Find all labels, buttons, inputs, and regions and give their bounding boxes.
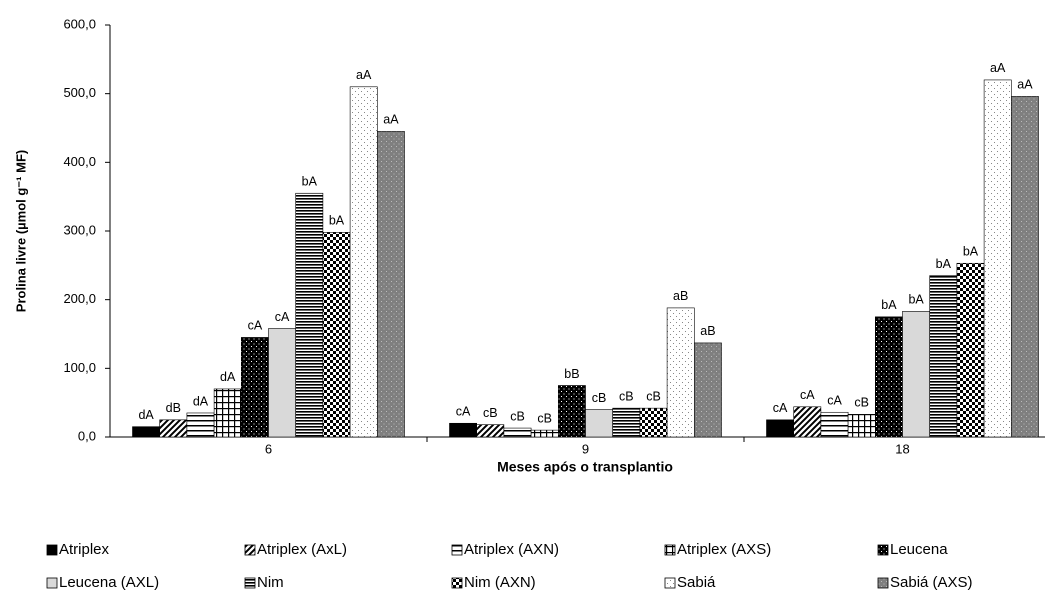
bar-letter: bA bbox=[329, 214, 345, 228]
x-axis-title: Meses após o transplantio bbox=[497, 459, 673, 475]
bar bbox=[557, 385, 586, 438]
legend-swatch bbox=[451, 544, 463, 556]
y-tick-label: 200,0 bbox=[63, 291, 96, 306]
x-tick-label: 18 bbox=[895, 441, 909, 456]
legend-swatch bbox=[244, 577, 256, 589]
bar bbox=[349, 86, 378, 438]
legend-swatch bbox=[46, 577, 58, 589]
bar-letter: aA bbox=[383, 113, 399, 127]
y-axis-title: Prolina livre (µmol g⁻¹ MF) bbox=[13, 150, 28, 312]
legend-swatch bbox=[877, 577, 889, 589]
legend-label: Nim bbox=[257, 574, 284, 591]
bar-letter: cA bbox=[773, 401, 788, 415]
bar-letter: dA bbox=[220, 370, 236, 384]
bar bbox=[1010, 96, 1039, 438]
bar-letter: cA bbox=[248, 319, 263, 333]
bar-letter: bA bbox=[302, 175, 318, 189]
bar bbox=[132, 426, 161, 438]
bar-letter: dA bbox=[193, 394, 209, 408]
legend-swatch bbox=[451, 577, 463, 589]
x-tick-label: 6 bbox=[265, 441, 272, 456]
bar bbox=[476, 424, 505, 438]
bar-letter: cB bbox=[537, 411, 552, 425]
legend-label: Atriplex (AxL) bbox=[257, 541, 347, 558]
y-tick-label: 600,0 bbox=[63, 16, 96, 31]
bar bbox=[983, 79, 1012, 438]
bar bbox=[376, 131, 405, 438]
y-tick-label: 100,0 bbox=[63, 360, 96, 375]
legend-label: Nim (AXN) bbox=[464, 574, 536, 591]
bar-letter: cB bbox=[646, 389, 661, 403]
bar bbox=[530, 429, 559, 438]
bar-letter: cB bbox=[619, 389, 634, 403]
legend-label: Sabiá bbox=[677, 574, 716, 591]
bar-letter: bA bbox=[963, 245, 979, 259]
bar bbox=[268, 328, 297, 438]
bar bbox=[820, 411, 849, 438]
legend-swatch bbox=[244, 544, 256, 556]
legend-label: Atriplex (AXN) bbox=[464, 541, 559, 558]
bar bbox=[322, 232, 351, 438]
y-tick-label: 400,0 bbox=[63, 154, 96, 169]
legend-swatch bbox=[664, 544, 676, 556]
y-tick-label: 500,0 bbox=[63, 85, 96, 100]
bar bbox=[585, 409, 614, 438]
bar bbox=[612, 407, 641, 438]
bar bbox=[666, 307, 695, 438]
bar bbox=[241, 337, 269, 438]
legend-label: Atriplex (AXS) bbox=[677, 541, 771, 558]
bar-letter: aB bbox=[700, 324, 715, 338]
bar bbox=[874, 316, 903, 438]
bar-letter: bB bbox=[564, 367, 579, 381]
x-tick-label: 9 bbox=[582, 441, 589, 456]
legend-label: Sabiá (AXS) bbox=[890, 574, 973, 591]
bar-letter: bA bbox=[881, 298, 897, 312]
legend-swatch bbox=[664, 577, 676, 589]
bar bbox=[956, 262, 985, 438]
bar-letter: aA bbox=[1017, 78, 1033, 92]
bar bbox=[793, 406, 822, 438]
bar-letter: cB bbox=[592, 391, 607, 405]
bar-letter: cA bbox=[275, 310, 290, 324]
legend-label: Atriplex bbox=[59, 541, 110, 558]
bar-letter: dB bbox=[166, 401, 181, 415]
bar bbox=[159, 419, 188, 438]
bar bbox=[213, 388, 242, 438]
bar bbox=[449, 422, 478, 438]
bar-letter: cA bbox=[456, 405, 471, 419]
y-tick-label: 300,0 bbox=[63, 222, 96, 237]
bar-letter: aA bbox=[990, 61, 1006, 75]
bar-letter: cA bbox=[800, 388, 815, 402]
bar-letter: cA bbox=[827, 394, 842, 408]
bar bbox=[186, 412, 215, 438]
bar-letter: cB bbox=[854, 396, 869, 410]
bar-letter: aA bbox=[356, 68, 372, 82]
bar bbox=[503, 427, 532, 438]
bar bbox=[693, 342, 722, 438]
bar bbox=[929, 275, 958, 438]
bar bbox=[902, 311, 931, 438]
bar-letter: aB bbox=[673, 289, 688, 303]
bar bbox=[847, 414, 876, 438]
bar bbox=[639, 407, 668, 438]
bar-letter: dA bbox=[138, 408, 154, 422]
bar bbox=[295, 192, 324, 438]
legend-swatch bbox=[877, 544, 889, 556]
bar-letter: cB bbox=[483, 406, 498, 420]
bar-letter: bA bbox=[908, 293, 924, 307]
legend-label: Leucena (AXL) bbox=[59, 574, 159, 591]
legend-label: Leucena bbox=[890, 541, 948, 558]
bar-letter: cB bbox=[510, 409, 525, 423]
legend-swatch bbox=[46, 544, 58, 556]
bar bbox=[766, 419, 795, 438]
bar-letter: bA bbox=[936, 257, 952, 271]
y-tick-label: 0,0 bbox=[78, 428, 96, 443]
